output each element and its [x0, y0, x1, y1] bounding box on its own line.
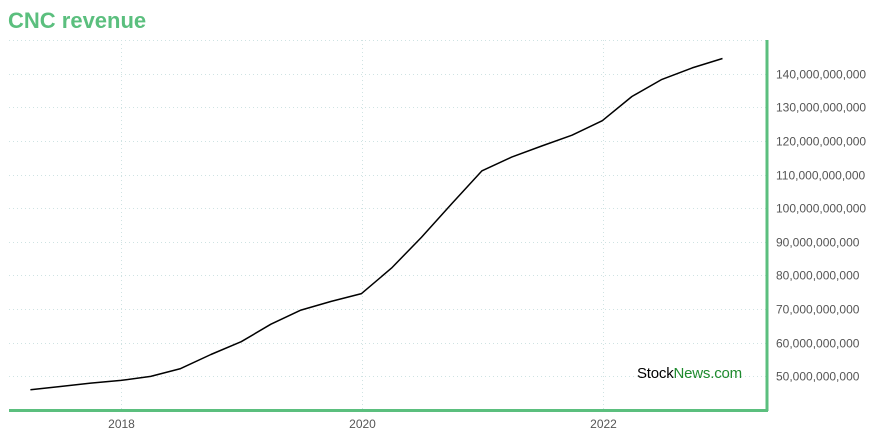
y-tick-label: 110,000,000,000 — [776, 169, 866, 183]
axes — [9, 40, 769, 412]
stocknews-watermark: StockNews.com — [637, 365, 742, 383]
y-tick-label: 60,000,000,000 — [776, 337, 860, 351]
grid-lines — [9, 40, 767, 410]
y-tick-label: 90,000,000,000 — [776, 236, 860, 250]
y-tick-label: 100,000,000,000 — [776, 202, 866, 216]
tick-labels: 50,000,000,000 60,000,000,000 70,000,000,0… — [108, 68, 866, 432]
watermark-news-text: News.com — [673, 365, 743, 382]
series-layer — [30, 57, 723, 391]
chart-title: CNC revenue — [8, 8, 147, 33]
y-tick-label: 130,000,000,000 — [776, 101, 866, 115]
y-tick-label: 140,000,000,000 — [776, 68, 866, 82]
x-tick-label: 2018 — [108, 417, 135, 431]
y-tick-label: 50,000,000,000 — [776, 370, 860, 384]
revenue-line — [30, 57, 723, 391]
x-tick-label: 2022 — [590, 417, 617, 431]
x-tick-label: 2020 — [349, 417, 376, 431]
y-tick-label: 70,000,000,000 — [776, 303, 860, 317]
watermark-stock-text: Stock — [637, 365, 674, 382]
y-tick-label: 120,000,000,000 — [776, 135, 866, 149]
y-tick-label: 80,000,000,000 — [776, 269, 860, 283]
